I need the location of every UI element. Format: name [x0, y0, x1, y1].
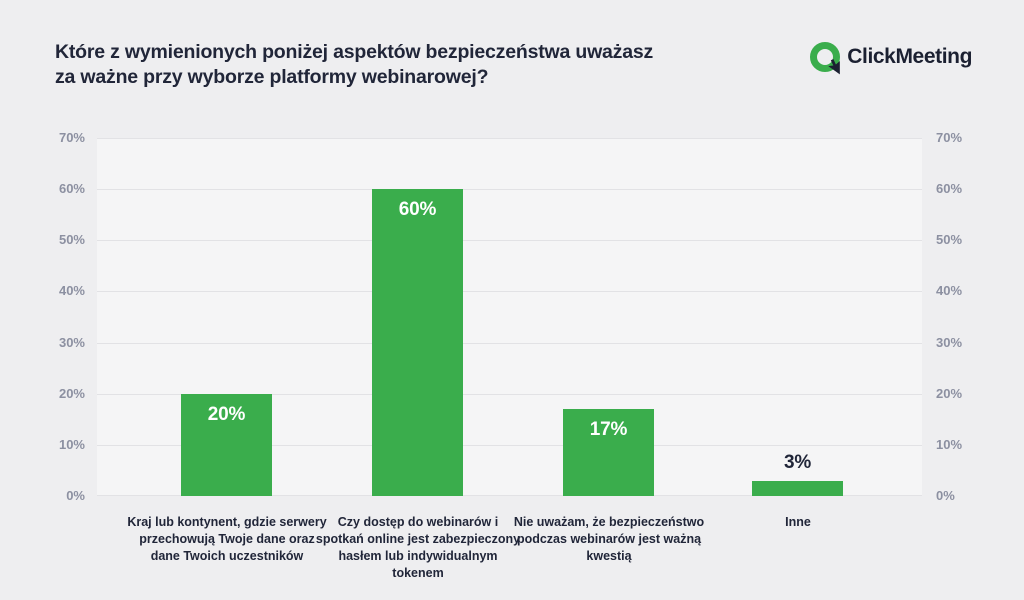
y-axis-label-right: 60%	[936, 181, 963, 196]
logo-wordmark: ClickMeeting	[847, 45, 972, 68]
y-gridline	[97, 495, 922, 496]
logo-ring-shape	[810, 42, 841, 72]
y-gridline	[97, 138, 922, 139]
cursor-arrow-icon	[828, 59, 841, 75]
y-gridline	[97, 394, 922, 395]
y-axis-label-right: 40%	[936, 283, 963, 298]
y-axis-label-left: 30%	[58, 335, 85, 350]
y-axis-label-left: 70%	[58, 130, 85, 145]
clickmeeting-logo: ClickMeeting	[810, 42, 972, 75]
y-axis-label-right: 0%	[936, 488, 955, 503]
y-gridline	[97, 291, 922, 292]
y-axis-label-right: 10%	[936, 437, 963, 452]
y-gridline	[97, 189, 922, 190]
bar: 17%	[563, 409, 654, 496]
bar-value-label: 3%	[783, 452, 812, 473]
y-gridline	[97, 343, 922, 344]
bar-value-label: 60%	[398, 199, 437, 220]
y-gridline	[97, 240, 922, 241]
bar-value-label: 20%	[207, 404, 246, 425]
y-axis-label-right: 70%	[936, 130, 963, 145]
y-axis-label-left: 60%	[58, 181, 85, 196]
bar-value-label: 17%	[589, 419, 628, 440]
category-label: Kraj lub kontynent, gdzie serwery przech…	[127, 515, 327, 563]
category-label: Inne	[785, 515, 811, 529]
y-gridline	[97, 445, 922, 446]
clickmeeting-ring-cursor-icon	[810, 42, 841, 75]
y-axis-label-right: 50%	[936, 232, 963, 247]
bar: 3%	[752, 452, 843, 496]
category-label: Czy dostęp do webinarów i spotkań online…	[315, 515, 521, 580]
y-axis-label-left: 0%	[66, 488, 85, 503]
y-axis-label-left: 40%	[58, 283, 85, 298]
y-axis-label-left: 50%	[58, 232, 85, 247]
bar: 60%	[372, 189, 463, 496]
y-axis-label-left: 20%	[58, 386, 85, 401]
plot-area: 20% 60% 17% 3%	[97, 138, 922, 496]
y-axis-label-right: 30%	[936, 335, 963, 350]
y-axis-label-left: 10%	[58, 437, 85, 452]
bar: 20%	[181, 394, 272, 496]
chart-title: Które z wymienionych poniżej aspektów be…	[55, 41, 654, 88]
y-axis-label-right: 20%	[936, 386, 963, 401]
category-label: Nie uważam, że bezpieczeństwo podczas we…	[513, 515, 705, 563]
